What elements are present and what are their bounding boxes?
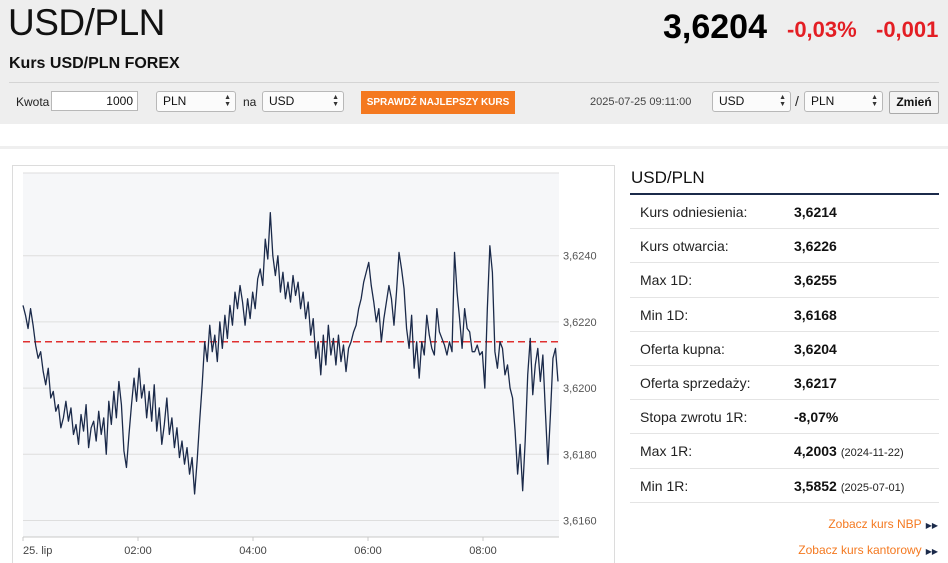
select-arrows-icon: ▲ ▼	[224, 94, 231, 108]
stats-label: Min 1R:	[640, 477, 689, 494]
exchange-office-link-label: Zobacz kurs kantorowy	[798, 543, 922, 557]
x-tick-label: 25. lip	[23, 545, 52, 557]
nbp-rate-link[interactable]: Zobacz kurs NBP ▶▶	[828, 517, 938, 531]
stats-row: Kurs odniesienia: 3,6214	[630, 195, 939, 230]
stats-label: Max 1R:	[640, 443, 693, 460]
stats-value: 3,6226	[794, 238, 837, 254]
x-tick-label: 04:00	[239, 545, 267, 557]
stats-row: Oferta sprzedaży: 3,6217	[630, 366, 939, 401]
from-currency-value: PLN	[163, 94, 187, 108]
stats-row: Min 1D: 3,6168	[630, 298, 939, 332]
quote-currency-select[interactable]: PLN ▲ ▼	[804, 91, 883, 112]
amount-label: Kwota	[16, 95, 50, 109]
stats-value-text: 3,5852	[794, 477, 837, 494]
change-percent: -0,03%	[787, 17, 857, 42]
to-currency-select[interactable]: USD ▲ ▼	[262, 91, 344, 112]
to-label: na	[243, 95, 257, 109]
base-currency-select[interactable]: USD ▲ ▼	[712, 91, 791, 112]
current-rate: 3,6204	[663, 8, 767, 46]
stats-value-text: 4,2003	[794, 443, 837, 460]
top-header: USD/PLN Kurs USD/PLN FOREX 3,6204 -0,03%…	[0, 0, 948, 124]
select-arrows-icon: ▲ ▼	[779, 94, 786, 108]
base-currency-value: USD	[719, 94, 745, 108]
stats-title: USD/PLN	[631, 168, 705, 187]
stats-value: 3,5852 (2025-07-01)	[794, 478, 904, 494]
price-series-line	[22, 212, 559, 495]
page-subtitle: Kurs USD/PLN FOREX	[9, 55, 180, 72]
x-tick-label: 06:00	[354, 545, 382, 557]
stats-date: (2024-11-22)	[840, 447, 904, 460]
quote-currency-value: PLN	[811, 94, 835, 108]
section-divider	[0, 124, 948, 149]
stats-row: Oferta kupna: 3,6204	[630, 332, 939, 366]
amount-input[interactable]: 1000	[51, 91, 138, 111]
change-absolute: -0,001	[876, 17, 939, 42]
timestamp: 2025-07-25 09:11:00	[590, 96, 692, 108]
stats-label: Oferta sprzedaży:	[640, 374, 751, 391]
page-title: USD/PLN	[8, 2, 165, 43]
stats-row: Stopa zwrotu 1R: -8,07%	[630, 400, 939, 435]
y-tick-label: 3,6240	[563, 251, 597, 263]
stats-table: Kurs odniesienia: 3,6214 Kurs otwarcia: 3,6…	[630, 195, 939, 503]
y-tick-label: 3,6180	[563, 449, 597, 461]
stats-value-text: 3,6204	[794, 340, 837, 357]
exchange-office-rate-link[interactable]: Zobacz kurs kantorowy ▶▶	[798, 543, 938, 557]
stats-label: Kurs otwarcia:	[640, 238, 729, 255]
double-arrow-icon: ▶▶	[925, 521, 938, 530]
stats-row: Max 1D: 3,6255	[630, 263, 939, 298]
converter-form: Kwota 1000 PLN ▲ ▼ na USD ▲ ▼ SPRAWDŹ NAJL…	[0, 88, 948, 118]
stats-value: 3,6214	[794, 204, 837, 220]
plot-area	[23, 173, 559, 537]
divider	[9, 82, 939, 83]
stats-value-text: 3,6214	[794, 204, 837, 220]
stats-title-underline	[630, 193, 939, 195]
x-tick-label: 08:00	[469, 545, 497, 557]
stats-value: 3,6255	[794, 272, 837, 288]
double-arrow-icon: ▶▶	[925, 547, 938, 556]
stats-value-text: 3,6226	[794, 238, 837, 255]
change-pair-button[interactable]: Zmień	[889, 91, 939, 114]
stats-value-text: -8,07%	[794, 409, 839, 426]
nbp-rate-link-label: Zobacz kurs NBP	[828, 517, 922, 531]
x-tick-label: 02:00	[124, 545, 152, 557]
stats-label: Kurs odniesienia:	[640, 204, 748, 220]
stats-label: Min 1D:	[640, 306, 689, 323]
stats-value: 4,2003 (2024-11-22)	[794, 443, 904, 459]
stats-value-text: 3,6217	[794, 374, 837, 391]
from-currency-select[interactable]: PLN ▲ ▼	[156, 91, 236, 112]
stats-label: Stopa zwrotu 1R:	[640, 409, 748, 426]
select-arrows-icon: ▲ ▼	[332, 94, 339, 108]
stats-date: (2025-07-01)	[840, 481, 905, 494]
to-currency-value: USD	[269, 94, 295, 108]
stats-label: Oferta kupna:	[640, 340, 725, 357]
stats-value-text: 3,6168	[794, 306, 837, 323]
stats-value: 3,6217	[794, 375, 837, 391]
stats-row: Min 1R: 3,5852 (2025-07-01)	[630, 469, 939, 503]
stats-value: -8,07%	[794, 409, 838, 425]
pair-separator: /	[795, 93, 799, 109]
stats-value: 3,6204	[794, 341, 837, 357]
stats-value: 3,6168	[794, 307, 837, 323]
check-best-rate-button[interactable]: SPRAWDŹ NAJLEPSZY KURS	[361, 91, 515, 114]
stats-value-text: 3,6255	[794, 272, 837, 289]
stats-row: Kurs otwarcia: 3,6226	[630, 229, 939, 264]
price-chart[interactable]: 3,6160 3,6180 3,6200 3,6220 3,6240 25. lip 02:…	[12, 165, 615, 563]
select-arrows-icon: ▲ ▼	[871, 94, 878, 108]
y-tick-label: 3,6200	[563, 383, 597, 395]
stats-row: Max 1R: 4,2003 (2024-11-22)	[630, 434, 939, 469]
y-tick-label: 3,6220	[563, 317, 597, 329]
stats-label: Max 1D:	[640, 272, 693, 289]
y-tick-label: 3,6160	[563, 515, 597, 527]
